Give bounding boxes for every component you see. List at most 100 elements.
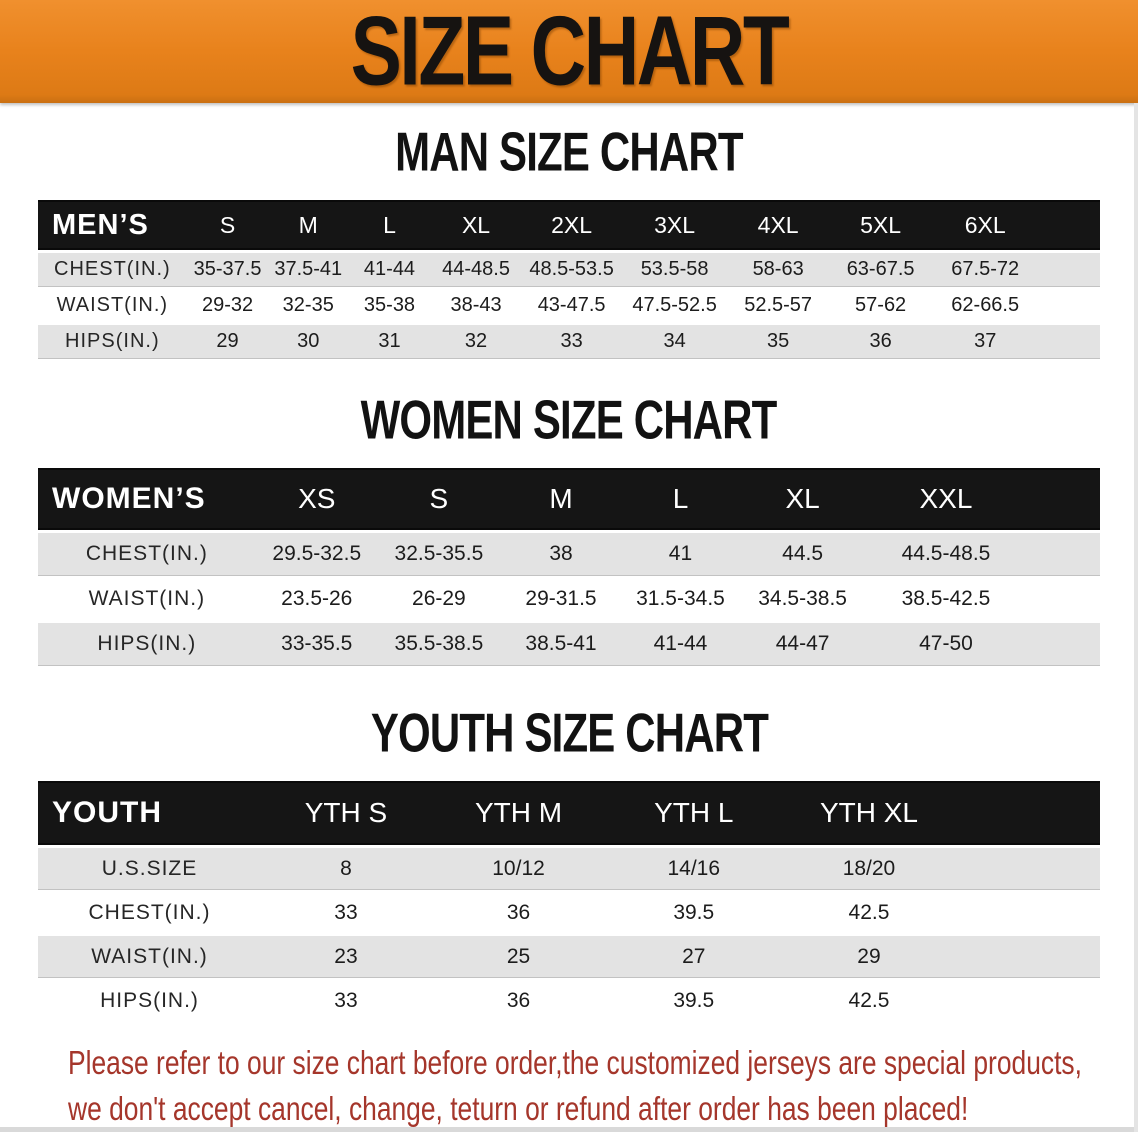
size-header-cell: M: [499, 468, 623, 530]
value-cell: 37: [932, 325, 1039, 358]
value-cell: [1025, 533, 1100, 575]
table-row: CHEST(IN.) 33 36 39.5 42.5: [38, 892, 1100, 933]
youth-size-table: YOUTH YTH S YTH M YTH L YTH XL U.S.SIZE 8 10/1…: [38, 778, 1100, 1024]
value-cell: 58-63: [727, 253, 830, 286]
row-label-cell: U.S.SIZE: [38, 848, 262, 889]
size-header-cell: XS: [255, 468, 378, 530]
size-chart-banner: SIZE CHART: [0, 0, 1138, 106]
size-header-cell: YTH L: [606, 781, 782, 845]
size-header-cell: S: [186, 200, 269, 250]
value-cell: 18/20: [781, 848, 957, 889]
value-cell: 26-29: [377, 578, 500, 620]
value-cell: 47-50: [866, 623, 1026, 665]
value-cell: 53.5-58: [622, 253, 728, 286]
table-row: CHEST(IN.) 29.5-32.5 32.5-35.5 38 41 44.5 44.5…: [38, 533, 1100, 575]
row-label-cell: CHEST(IN.): [38, 533, 256, 575]
men-size-table: MEN’S S M L XL 2XL 3XL 4XL 5XL 6XL CHEST(IN.) 35-3…: [38, 197, 1100, 361]
table-title-cell: WOMEN’S: [38, 468, 256, 530]
value-cell: [1038, 289, 1100, 322]
value-cell: 35.5-38.5: [377, 623, 500, 665]
size-header-cell: [1038, 200, 1100, 250]
value-cell: 48.5-53.5: [521, 253, 623, 286]
value-cell: [1025, 578, 1100, 620]
value-cell: 10/12: [430, 848, 607, 889]
value-cell: 35-38: [348, 289, 431, 322]
value-cell: [956, 892, 1100, 933]
value-cell: 35-37.5: [186, 253, 269, 286]
women-section-heading: WOMEN SIZE CHART: [38, 361, 1100, 465]
value-cell: 62-66.5: [932, 289, 1039, 322]
youth-section-heading: YOUTH SIZE CHART: [38, 668, 1100, 778]
disclaimer-line-2: we don't accept cancel, change, teturn o…: [68, 1089, 969, 1127]
value-cell: 38: [499, 533, 623, 575]
size-header-cell: YTH M: [430, 781, 607, 845]
size-chart-content: MAN SIZE CHART MEN’S S M L XL 2XL 3XL 4XL 5XL 6XL…: [0, 103, 1138, 1131]
header-row: MEN’S S M L XL 2XL 3XL 4XL 5XL 6XL: [38, 200, 1100, 250]
youth-section-heading-text: YOUTH SIZE CHART: [370, 702, 768, 764]
value-cell: 30: [268, 325, 349, 358]
value-cell: 41-44: [622, 623, 739, 665]
size-header-cell: XL: [738, 468, 867, 530]
value-cell: 41-44: [348, 253, 431, 286]
size-header-cell: XXL: [866, 468, 1026, 530]
value-cell: 67.5-72: [932, 253, 1039, 286]
women-size-table: WOMEN’S XS S M L XL XXL CHEST(IN.) 29.5-32.5 32.…: [38, 465, 1100, 668]
value-cell: 42.5: [781, 980, 957, 1021]
value-cell: [1025, 623, 1100, 665]
value-cell: 33: [261, 892, 431, 933]
disclaimer-line-1: Please refer to our size chart before or…: [68, 1044, 1082, 1081]
table-row: U.S.SIZE 8 10/12 14/16 18/20: [38, 848, 1100, 889]
size-header-cell: 2XL: [521, 200, 623, 250]
size-header-cell: 5XL: [829, 200, 933, 250]
value-cell: 14/16: [606, 848, 782, 889]
table-row: WAIST(IN.) 23.5-26 26-29 29-31.5 31.5-34.5 34…: [38, 578, 1100, 620]
value-cell: 37.5-41: [268, 253, 349, 286]
size-header-cell: 3XL: [622, 200, 728, 250]
youth-section: YOUTH SIZE CHART YOUTH YTH S YTH M YTH L YTH…: [38, 668, 1100, 1024]
table-row: HIPS(IN.) 33-35.5 35.5-38.5 38.5-41 41-44 44-…: [38, 623, 1100, 665]
men-section: MAN SIZE CHART MEN’S S M L XL 2XL 3XL 4XL 5XL 6XL…: [38, 103, 1100, 361]
value-cell: 57-62: [829, 289, 933, 322]
value-cell: 33: [261, 980, 431, 1021]
value-cell: 36: [430, 892, 607, 933]
women-section-heading-text: WOMEN SIZE CHART: [361, 389, 778, 451]
value-cell: 38.5-42.5: [866, 578, 1026, 620]
value-cell: 31.5-34.5: [622, 578, 739, 620]
value-cell: [956, 980, 1100, 1021]
photo-right-edge: [1134, 103, 1138, 1132]
value-cell: 27: [606, 936, 782, 977]
row-label-cell: WAIST(IN.): [38, 578, 256, 620]
header-row: YOUTH YTH S YTH M YTH L YTH XL: [38, 781, 1100, 845]
table-title-cell: MEN’S: [38, 200, 187, 250]
value-cell: [956, 848, 1100, 889]
value-cell: 23.5-26: [255, 578, 378, 620]
size-header-cell: L: [348, 200, 431, 250]
table-row: HIPS(IN.) 33 36 39.5 42.5: [38, 980, 1100, 1021]
row-label-cell: WAIST(IN.): [38, 289, 187, 322]
value-cell: 39.5: [606, 892, 782, 933]
value-cell: 35: [727, 325, 830, 358]
size-header-cell: [1025, 468, 1100, 530]
value-cell: 39.5: [606, 980, 782, 1021]
size-header-cell: L: [622, 468, 739, 530]
men-section-heading-text: MAN SIZE CHART: [395, 121, 743, 183]
row-label-cell: HIPS(IN.): [38, 325, 187, 358]
value-cell: 34.5-38.5: [738, 578, 867, 620]
value-cell: 29.5-32.5: [255, 533, 378, 575]
value-cell: 34: [622, 325, 728, 358]
size-header-cell: YTH XL: [781, 781, 957, 845]
value-cell: 44-48.5: [430, 253, 522, 286]
row-label-cell: CHEST(IN.): [38, 892, 262, 933]
value-cell: [956, 936, 1100, 977]
size-header-cell: XL: [430, 200, 522, 250]
size-header-cell: [956, 781, 1100, 845]
table-row: HIPS(IN.) 29 30 31 32 33 34 35 36 37: [38, 325, 1100, 358]
value-cell: 8: [261, 848, 431, 889]
value-cell: 32-35: [268, 289, 349, 322]
value-cell: 63-67.5: [829, 253, 933, 286]
value-cell: 29: [186, 325, 269, 358]
value-cell: 44.5-48.5: [866, 533, 1026, 575]
value-cell: 29: [781, 936, 957, 977]
value-cell: 31: [348, 325, 431, 358]
men-section-heading: MAN SIZE CHART: [38, 103, 1100, 197]
